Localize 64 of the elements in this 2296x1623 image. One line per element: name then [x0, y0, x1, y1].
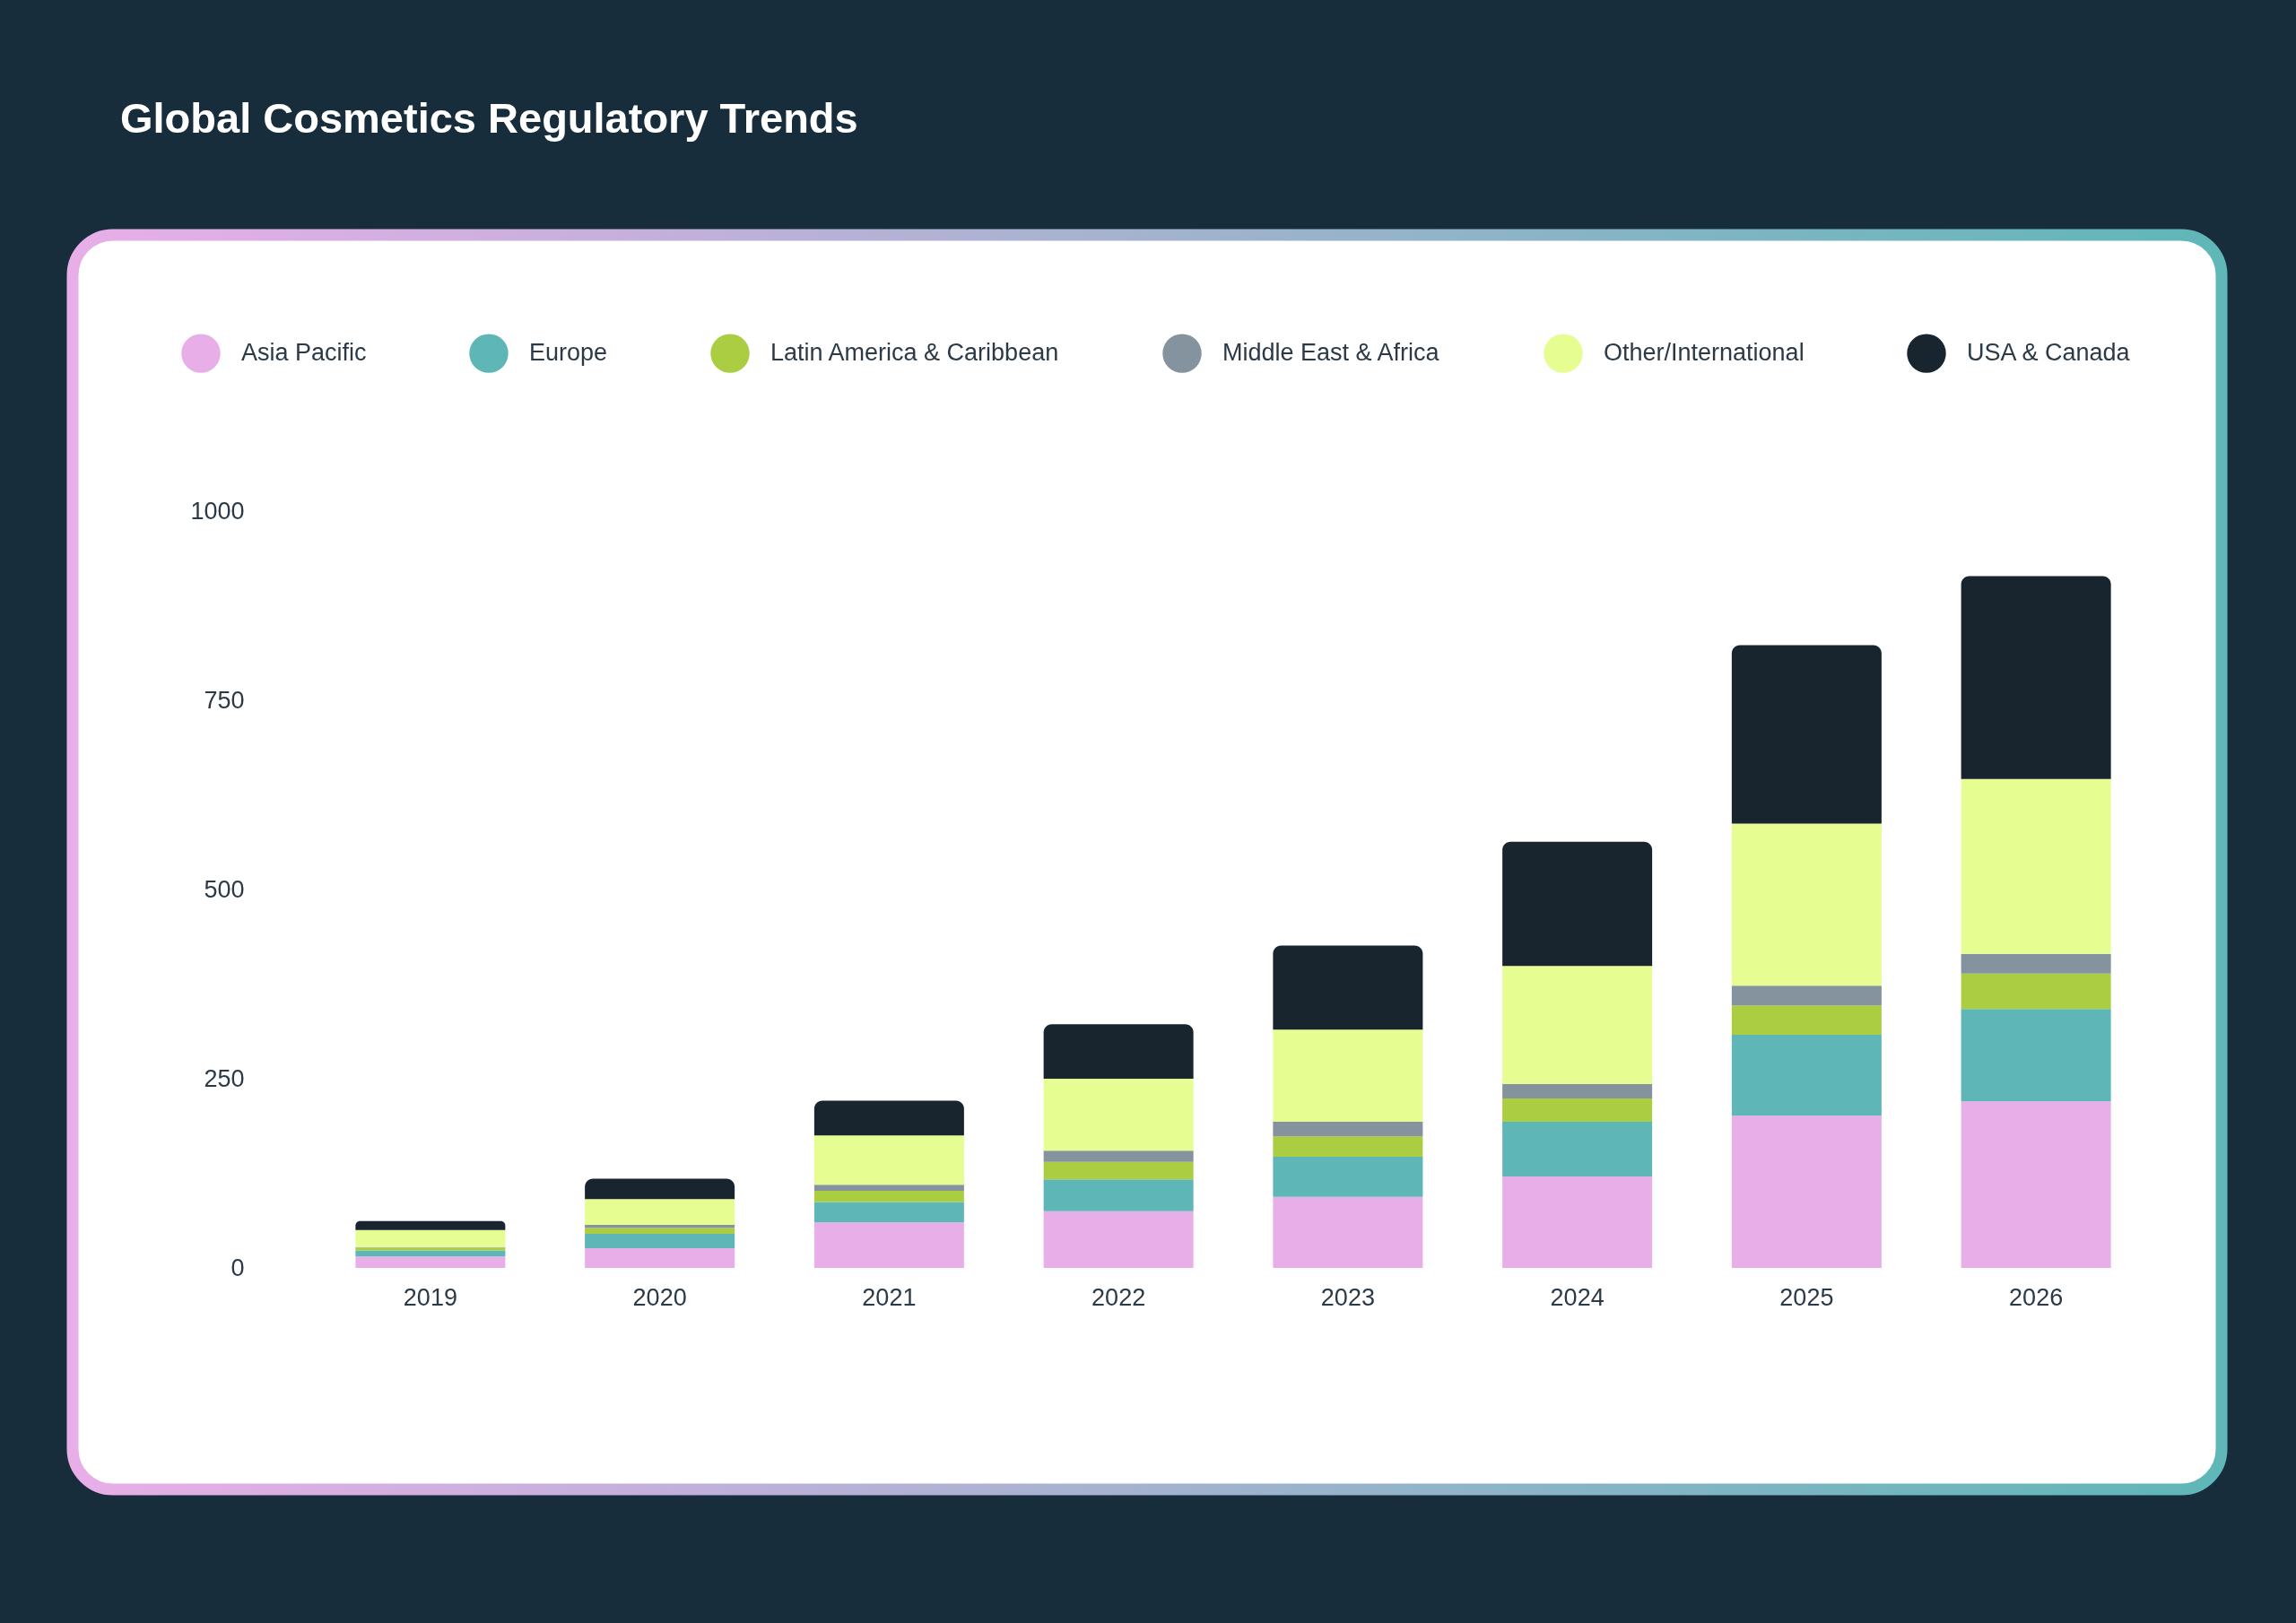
- bar: [355, 1256, 506, 1268]
- x-tick-label: 2025: [1779, 1283, 1834, 1311]
- bar: [1043, 1024, 1194, 1079]
- y-tick-label: 750: [204, 686, 245, 714]
- bar: [1961, 778, 2111, 954]
- bar: [1273, 1196, 1423, 1268]
- bar: [813, 1100, 964, 1136]
- y-tick-label: 250: [204, 1064, 245, 1092]
- bar: [1043, 1150, 1194, 1162]
- bar: [355, 1229, 506, 1248]
- legend-label: USA & Canada: [1967, 339, 2131, 367]
- bar: [1961, 1101, 2111, 1268]
- bar: [355, 1220, 506, 1230]
- bar: [1502, 1122, 1653, 1176]
- legend-label: Asia Pacific: [241, 339, 367, 367]
- bar: [1043, 1079, 1194, 1151]
- bar: [1731, 985, 1882, 1006]
- legend-label: Other/International: [1604, 339, 1805, 367]
- bar: [1273, 1156, 1423, 1197]
- y-tick-label: 500: [204, 875, 245, 903]
- bar: [1731, 1035, 1882, 1116]
- bar: [1731, 645, 1882, 824]
- bar: [1273, 1029, 1423, 1123]
- chart-title: Global Cosmetics Regulatory Trends: [120, 94, 858, 142]
- legend-label: Latin America & Caribbean: [770, 339, 1059, 367]
- x-tick-label: 2024: [1550, 1283, 1605, 1311]
- bar: [1731, 1115, 1882, 1268]
- bar: [1043, 1161, 1194, 1180]
- bar: [1502, 966, 1653, 1084]
- bar: [585, 1248, 735, 1268]
- bar: [1961, 576, 2111, 779]
- bar: [813, 1190, 964, 1202]
- bar: [1961, 973, 2111, 1010]
- bar: [1273, 1136, 1423, 1157]
- bar: [585, 1199, 735, 1225]
- x-tick-label: 2022: [1091, 1283, 1146, 1311]
- bar: [585, 1234, 735, 1249]
- bar: [1043, 1211, 1194, 1268]
- bar: [1502, 1176, 1653, 1268]
- bar: [1043, 1179, 1194, 1211]
- bar: [1961, 1009, 2111, 1102]
- bar: [813, 1202, 964, 1223]
- bar: [1502, 1083, 1653, 1098]
- x-tick-label: 2019: [403, 1283, 457, 1311]
- x-tick-label: 2026: [2009, 1283, 2064, 1311]
- x-tick-label: 2021: [862, 1283, 917, 1311]
- bar: [1731, 1005, 1882, 1036]
- x-tick-label: 2020: [632, 1283, 687, 1311]
- bar: [1502, 1098, 1653, 1123]
- bar: [585, 1228, 735, 1235]
- x-tick-label: 2023: [1320, 1283, 1375, 1311]
- bar: [1731, 823, 1882, 986]
- bar: [1961, 953, 2111, 974]
- bar: [1502, 841, 1653, 967]
- bar: [813, 1185, 964, 1191]
- bar: [585, 1178, 735, 1200]
- bar: [1273, 1122, 1423, 1137]
- bar: [1273, 945, 1423, 1030]
- y-tick-label: 0: [230, 1254, 245, 1281]
- legend-label: Middle East & Africa: [1222, 339, 1440, 367]
- y-tick-label: 1000: [190, 497, 245, 525]
- legend-label: Europe: [529, 339, 608, 367]
- bar: [813, 1135, 964, 1185]
- bar: [813, 1222, 964, 1268]
